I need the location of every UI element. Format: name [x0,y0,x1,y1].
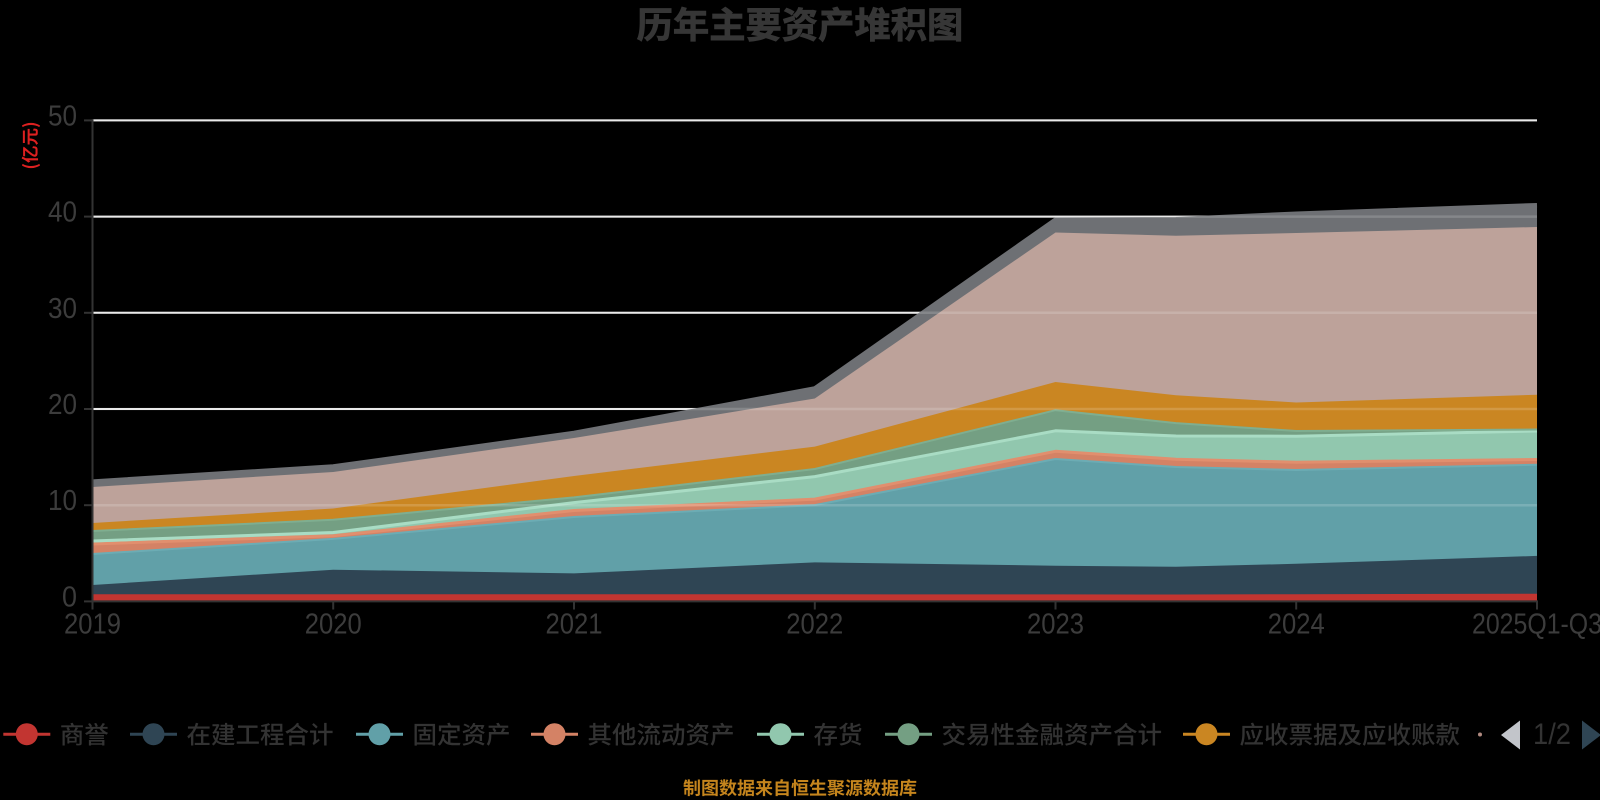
svg-text:10: 10 [48,485,77,517]
svg-text:20: 20 [48,389,77,421]
svg-text:40: 40 [48,197,77,229]
svg-text:1/2: 1/2 [1533,718,1571,751]
svg-text:2020: 2020 [305,609,362,641]
svg-text:2022: 2022 [786,609,843,641]
svg-text:2021: 2021 [546,609,603,641]
svg-text:0: 0 [62,581,77,613]
svg-text:2025Q1-Q3: 2025Q1-Q3 [1472,609,1600,641]
svg-text:30: 30 [48,293,77,325]
svg-text:50: 50 [48,100,77,132]
svg-text:2024: 2024 [1268,609,1325,641]
svg-text:2019: 2019 [64,609,121,641]
svg-text:2023: 2023 [1027,609,1084,641]
